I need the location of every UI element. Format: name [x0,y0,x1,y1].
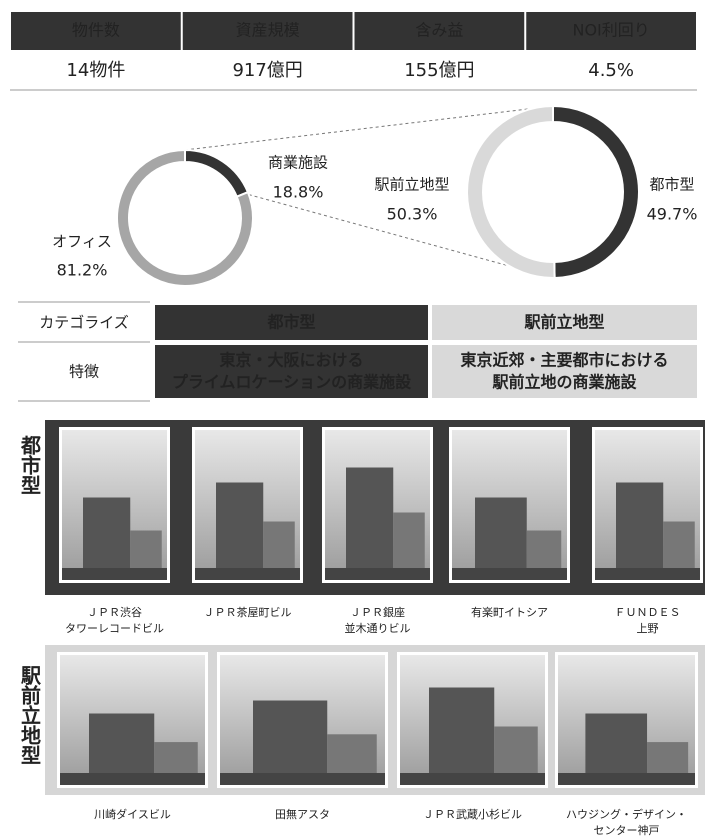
stat-header: NOI利回り [572,21,649,40]
donut-segment [185,150,248,197]
street [595,568,700,580]
property-name: タワーレコードビル [65,622,164,635]
street [60,773,205,785]
property-name: ＪＰＲ武蔵小杉ビル [423,807,522,821]
street [195,568,300,580]
property-name: ＪＰＲ茶屋町ビル [204,606,292,619]
property-name: ハウジング・デザイン・ [566,807,687,821]
donut-segment [467,106,555,278]
property-name: 田無アスタ [275,807,330,821]
pie-value: 50.3% [387,205,438,224]
street [558,773,695,785]
building [346,468,393,581]
stat-value: 4.5% [588,60,634,81]
table-text: 都市型 [266,312,315,331]
property-name: 川崎ダイスビル [94,807,171,821]
property-name: 上野 [637,622,659,635]
pie-value: 18.8% [273,183,324,202]
property-name: 有楽町イトシア [471,605,548,619]
building [253,701,327,786]
stat-value: 917億円 [232,60,302,81]
stat-value: 14物件 [66,60,125,81]
section-label: 駅前立地型 [18,665,42,765]
pie-value: 81.2% [57,261,108,280]
building [616,483,663,581]
stat-header: 含み益 [415,21,463,40]
page: 物件数 14物件 資産規模 917億円 含み益 155億円 NOI利回り 4.5% 商業施設 … [0,0,707,836]
pie-label: オフィス [52,233,112,251]
street [62,568,167,580]
stat-header: 物件数 [72,21,120,40]
table-text: 特徴 [69,362,99,380]
property-name: ＪＰＲ銀座 [350,605,405,619]
street [325,568,430,580]
building [216,483,263,581]
pie-value: 49.7% [647,205,698,224]
stat-header: 資産規模 [236,21,300,40]
category-table: カテゴライズ都市型駅前立地型特徴東京・大阪におけるプライムロケーションの商業施設… [18,302,697,401]
table-text: カテゴライズ [39,313,129,331]
property-name: ＦＵＮＤＥＳ [615,606,681,619]
building [429,688,494,786]
stats-table: 物件数 14物件 資産規模 917億円 含み益 155億円 NOI利回り 4.5% [11,12,696,81]
building [475,498,527,581]
property-name: 並木通りビル [345,621,411,635]
property-name: ＪＰＲ渋谷 [87,606,142,619]
donut-segment [553,106,639,278]
donut-charts: 商業施設 18.8% オフィス 81.2% 都市型 49.7% 駅前立地型 50… [52,106,697,286]
building [83,498,130,581]
section-label: 都市型 [18,435,42,495]
street [220,773,385,785]
table-text: 駅前立地型 [523,312,604,331]
street [452,568,567,580]
property-name: センター神戸 [594,823,660,836]
stat-value: 155億円 [404,60,474,81]
pie-label: 商業施設 [268,154,328,172]
pie-label: 駅前立地型 [374,176,449,194]
pie-label: 都市型 [649,176,694,194]
street [400,773,545,785]
